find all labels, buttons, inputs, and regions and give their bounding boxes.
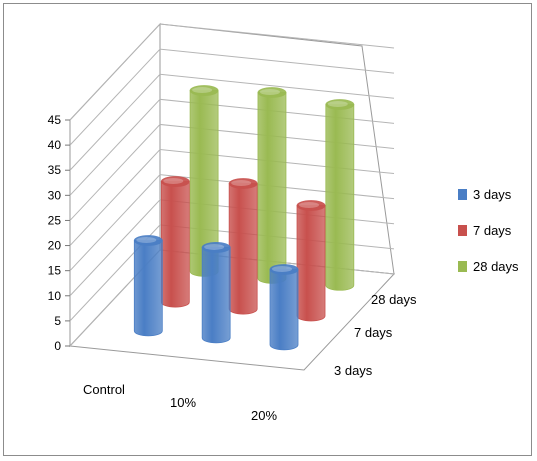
- bar-top: [325, 99, 355, 110]
- legend-swatch-28-days: [458, 261, 467, 272]
- bar-body: [228, 183, 258, 315]
- legend-label-28-days: 28 days: [473, 259, 519, 274]
- depth-label: 7 days: [354, 325, 393, 340]
- depth-label: 28 days: [371, 292, 417, 307]
- bar-top-highlight: [299, 202, 320, 209]
- bar-top-highlight: [272, 265, 293, 272]
- bar-body: [201, 247, 231, 344]
- bar-top: [133, 235, 163, 246]
- bar-top: [296, 200, 326, 211]
- y-tick-label: 25: [48, 213, 62, 227]
- bar-top: [201, 242, 231, 253]
- bar-top: [189, 85, 219, 96]
- bar-top: [160, 176, 190, 187]
- bar-body: [269, 269, 299, 351]
- depth-label: 3 days: [334, 363, 373, 378]
- bar-3-days-10%: [201, 242, 231, 344]
- bar-body: [133, 240, 163, 337]
- bar-top-highlight: [163, 178, 184, 185]
- legend-label-3-days: 3 days: [473, 187, 512, 202]
- bar-top: [228, 178, 258, 189]
- legend: 3 days 7 days 28 days: [458, 187, 519, 274]
- y-tick-label: 0: [54, 339, 61, 353]
- gridline: [69, 149, 395, 246]
- legend-label-7-days: 7 days: [473, 223, 512, 238]
- bar-7-days-Control: [160, 176, 190, 308]
- x-label-20%: 20%: [251, 408, 277, 423]
- bar-top-highlight: [192, 87, 213, 94]
- depth-axis-labels: 3 days 7 days 28 days: [334, 292, 417, 378]
- y-tick-label: 45: [48, 113, 62, 127]
- legend-swatch-3-days: [458, 189, 467, 200]
- bars: [133, 85, 355, 351]
- gridline: [69, 98, 395, 196]
- bar-top-highlight: [231, 179, 252, 186]
- legend-swatch-7-days: [458, 225, 467, 236]
- bar-28-days-10%: [257, 87, 287, 284]
- y-tick-label: 10: [48, 289, 62, 303]
- bar-top-highlight: [327, 100, 348, 107]
- gridline: [69, 174, 395, 272]
- x-axis-labels: Control 10% 20%: [83, 382, 277, 423]
- bar-7-days-10%: [228, 178, 258, 315]
- bar-top: [269, 264, 299, 275]
- x-label-10%: 10%: [170, 395, 196, 410]
- y-tick-label: 30: [48, 188, 62, 202]
- y-tick-label: 40: [48, 138, 62, 152]
- bar-7-days-20%: [296, 200, 326, 322]
- bar-3-days-Control: [133, 235, 163, 337]
- y-tick-label: 20: [48, 239, 62, 253]
- bar-body: [160, 181, 190, 308]
- gridline: [69, 73, 395, 171]
- bar-body: [325, 104, 355, 291]
- y-tick-label: 15: [48, 264, 62, 278]
- gridline: [69, 23, 395, 121]
- gridline: [69, 48, 395, 146]
- bar-3-days-20%: [269, 264, 299, 351]
- bar-top-highlight: [259, 88, 280, 95]
- y-tick-label: 5: [54, 314, 61, 328]
- y-tick-label: 35: [48, 163, 62, 177]
- bar-body: [257, 92, 287, 284]
- x-label-Control: Control: [83, 382, 125, 397]
- bar-28-days-20%: [325, 99, 355, 291]
- y-axis-ticks: 0 5 10 15 20 25 30 35 40 45: [48, 113, 62, 353]
- bar-body: [296, 205, 326, 322]
- bar-top-highlight: [136, 236, 157, 243]
- bar-top-highlight: [204, 243, 225, 250]
- bar-top: [257, 87, 287, 98]
- gridline: [69, 123, 395, 221]
